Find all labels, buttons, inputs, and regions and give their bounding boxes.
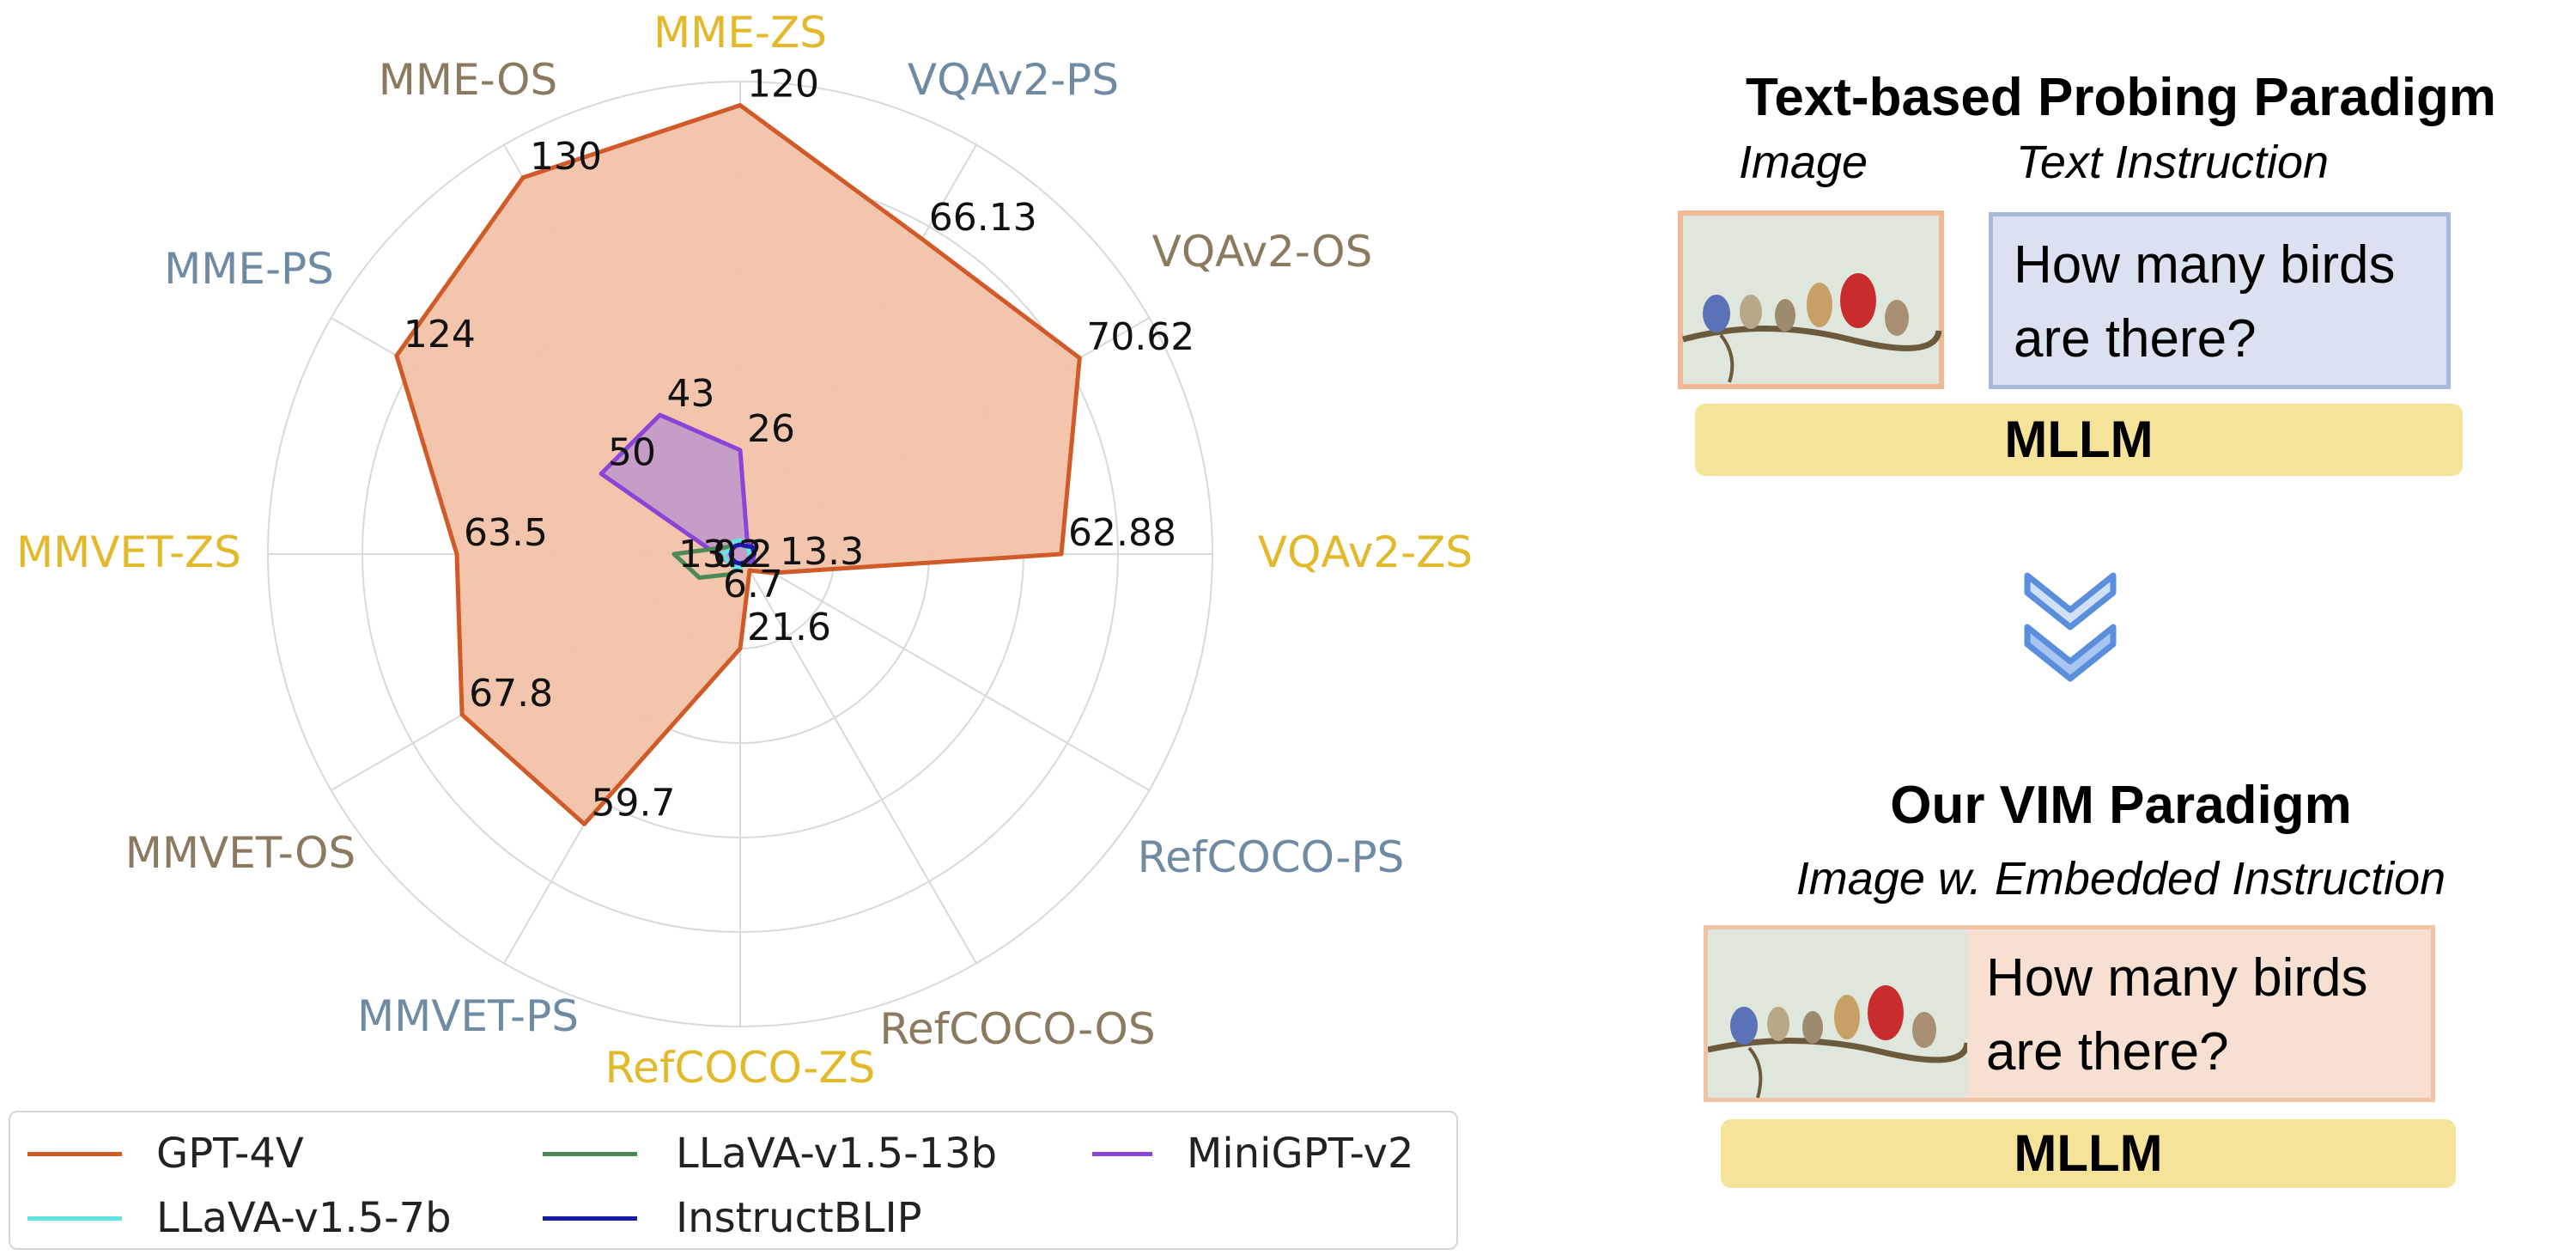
vim-image-box: How many birds are there? xyxy=(1704,925,2435,1102)
vim-paradigm-title: Our VIM Paradigm xyxy=(1890,776,2352,835)
birds-image-icon xyxy=(1678,210,1944,389)
axis-label-mmvet-os: MMVET-OS xyxy=(125,828,356,878)
legend-line-minigpt xyxy=(1092,1151,1152,1156)
embedded-question-line1: How many birds xyxy=(1986,948,2368,1008)
legend-label-llava7b: LLaVA-v1.5-7b xyxy=(156,1194,452,1242)
legend-item-gpt4v: GPT-4V xyxy=(27,1130,304,1178)
embedded-instruction-caption: Image w. Embedded Instruction xyxy=(1795,853,2446,905)
text-instruction-box: How many birds are there? xyxy=(1989,212,2451,389)
data-label: 66.13 xyxy=(929,196,1037,240)
axis-label-mmvet-ps: MMVET-PS xyxy=(357,991,579,1041)
center-data-label: 0.2 xyxy=(713,533,773,576)
data-label: 63.5 xyxy=(464,511,548,555)
axis-label-mmvet-zs: MMVET-ZS xyxy=(16,527,241,577)
paradigm-panel: Text-based Probing Paradigm Image Text I… xyxy=(1666,0,2576,1255)
data-label: 50 xyxy=(608,431,656,475)
legend-label-gpt4v: GPT-4V xyxy=(156,1130,304,1178)
data-label: 67.8 xyxy=(469,672,553,716)
data-label: 124 xyxy=(404,313,476,356)
data-label: 43 xyxy=(667,372,715,416)
mllm-model-box-bottom: MLLM xyxy=(1721,1119,2456,1188)
series-polygon-instructblip xyxy=(728,542,756,566)
data-label: 26 xyxy=(747,407,795,451)
embedded-question-line2: are there? xyxy=(1986,1022,2229,1081)
data-label: 120 xyxy=(747,63,819,107)
axis-label-vqav2-os: VQAv2-OS xyxy=(1152,227,1373,277)
image-caption: Image xyxy=(1738,137,1868,188)
legend-label-minigpt: MiniGPT-v2 xyxy=(1187,1130,1414,1178)
axis-label-mme-zs: MME-ZS xyxy=(653,8,827,58)
legend-line-gpt4v xyxy=(27,1151,122,1156)
legend-item-llava13b: LLaVA-v1.5-13b xyxy=(543,1130,997,1178)
axis-label-refcoco-zs: RefCOCO-ZS xyxy=(605,1043,876,1093)
data-label: 62.88 xyxy=(1068,511,1176,555)
axis-label-mme-ps: MME-PS xyxy=(164,244,334,294)
chart-legend: GPT-4V LLaVA-v1.5-13b MiniGPT-v2 LLaVA-v… xyxy=(9,1111,1458,1250)
axis-label-vqav2-zs: VQAv2-ZS xyxy=(1258,527,1473,577)
data-label: 130 xyxy=(530,135,602,179)
grid-spoke xyxy=(739,553,977,964)
question-text-line1: How many birds xyxy=(2014,235,2396,295)
legend-line-llava7b xyxy=(27,1215,122,1221)
legend-item-minigpt: MiniGPT-v2 xyxy=(1092,1130,1414,1178)
text-instruction-caption: Text Instruction xyxy=(2015,137,2330,188)
legend-item-instructblip: InstructBLIP xyxy=(543,1194,922,1242)
radar-chart: 62.88 70.62 66.13 120 130 124 63.5 67.8 59.7 21.6… xyxy=(16,8,1473,1093)
axis-label-vqav2-ps: VQAv2-PS xyxy=(908,55,1119,105)
axis-label-refcoco-os: RefCOCO-OS xyxy=(879,1004,1155,1054)
legend-item-llava7b: LLaVA-v1.5-7b xyxy=(27,1194,452,1242)
data-label: 21.6 xyxy=(747,606,831,649)
legend-label-instructblip: InstructBLIP xyxy=(676,1194,922,1242)
legend-line-llava13b xyxy=(543,1151,637,1156)
grid-spoke xyxy=(739,553,1150,791)
axis-label-refcoco-ps: RefCOCO-PS xyxy=(1138,832,1405,882)
data-label: 59.7 xyxy=(592,781,676,825)
double-chevron-down-icon xyxy=(2024,572,2117,682)
data-label: 70.62 xyxy=(1086,315,1194,359)
question-text-line2: are there? xyxy=(2014,309,2257,369)
birds-image-icon xyxy=(1708,929,1967,1098)
mllm-model-box: MLLM xyxy=(1695,404,2463,476)
axis-label-mme-os: MME-OS xyxy=(379,55,557,105)
text-probing-title: Text-based Probing Paradigm xyxy=(1746,68,2496,127)
legend-label-llava13b: LLaVA-v1.5-13b xyxy=(676,1130,998,1178)
center-data-label: 13.2 xyxy=(678,533,762,576)
center-data-label: 6.7 xyxy=(723,563,783,606)
legend-line-instructblip xyxy=(543,1215,637,1221)
data-label: 13.3 xyxy=(780,530,864,574)
